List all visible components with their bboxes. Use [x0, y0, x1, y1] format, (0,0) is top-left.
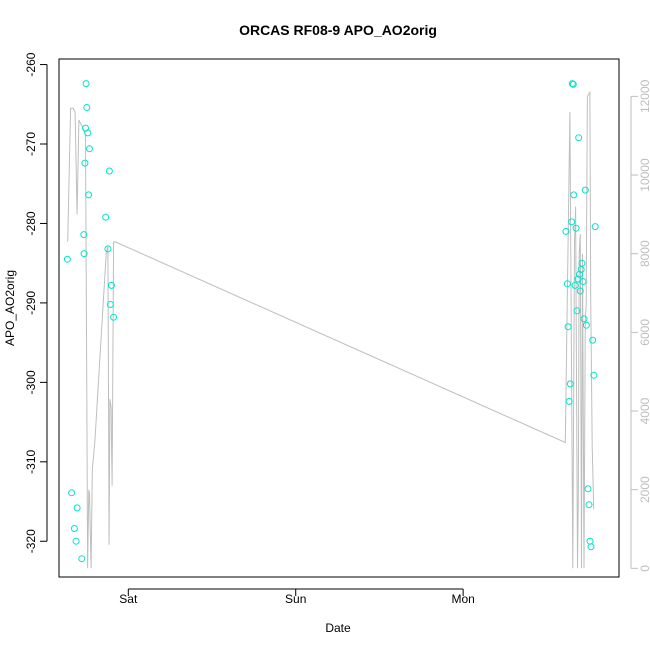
data-point — [569, 80, 577, 88]
data-point — [83, 104, 91, 111]
data-point — [591, 223, 599, 231]
y-axis-right: 0 2000 4000 6000 8000 10000 12000 — [630, 79, 650, 572]
x-tick-label: Mon — [451, 592, 474, 606]
data-point — [579, 278, 587, 285]
y-tick-label-right: 0 — [638, 565, 650, 572]
data-point — [573, 307, 581, 315]
data-point — [82, 80, 90, 88]
y-tick-label-left: -260 — [24, 52, 38, 76]
data-point — [576, 270, 583, 278]
data-point — [63, 255, 71, 263]
data-point — [78, 555, 86, 563]
data-point — [581, 186, 589, 194]
x-tick-label: Sun — [285, 592, 306, 606]
data-point — [81, 159, 89, 167]
x-tick-label: Sat — [119, 592, 138, 606]
data-point — [585, 501, 593, 509]
data-point — [580, 315, 588, 323]
y-tick-label-right: 6000 — [638, 319, 650, 346]
data-point — [85, 191, 93, 199]
y-axis-left: -260 -270 -280 -290 -300 -310 -320 — [24, 52, 48, 553]
data-point — [84, 129, 92, 137]
data-point — [104, 245, 112, 253]
data-point — [584, 485, 592, 493]
data-point — [565, 397, 573, 405]
data-point — [107, 281, 115, 289]
data-point — [575, 134, 583, 142]
data-point — [73, 504, 81, 512]
y-tick-label-left: -280 — [24, 211, 38, 235]
data-point — [570, 191, 578, 199]
data-point — [587, 543, 595, 551]
y-axis-label: APO_AO2orig — [3, 270, 17, 346]
y-tick-label-right: 10000 — [638, 158, 650, 192]
data-point — [106, 301, 114, 308]
data-point — [582, 321, 590, 329]
y-tick-label-left: -310 — [24, 449, 38, 473]
data-point — [72, 537, 80, 545]
y-tick-label-left: -290 — [24, 291, 38, 315]
point-series — [63, 80, 599, 563]
y-tick-label-left: -320 — [24, 529, 38, 553]
data-point — [568, 218, 576, 226]
chart-title: ORCAS RF08-9 APO_AO2orig — [239, 22, 437, 38]
y-tick-label-right: 2000 — [638, 476, 650, 503]
x-axis-label: Date — [325, 621, 351, 635]
data-point — [566, 380, 574, 388]
data-point — [568, 80, 576, 88]
data-point — [571, 281, 579, 289]
data-point — [86, 145, 93, 153]
data-point — [578, 259, 586, 267]
data-point — [80, 231, 88, 239]
data-point — [68, 489, 76, 497]
y-tick-label-right: 8000 — [638, 240, 650, 267]
data-point — [564, 323, 572, 331]
data-point — [102, 213, 110, 221]
y-tick-label-right: 12000 — [638, 79, 650, 113]
data-point — [105, 167, 113, 175]
data-point — [562, 227, 570, 235]
x-axis: Sat Sun Mon — [119, 588, 475, 606]
data-point — [80, 250, 88, 258]
data-point — [110, 313, 118, 321]
y-tick-label-right: 4000 — [638, 397, 650, 424]
plot-frame — [58, 58, 620, 578]
y-tick-label-left: -300 — [24, 370, 38, 394]
data-point — [70, 525, 78, 532]
y-tick-label-left: -270 — [24, 132, 38, 156]
data-point — [563, 280, 571, 288]
data-point — [590, 371, 598, 379]
data-point — [572, 224, 580, 232]
data-point — [589, 336, 597, 344]
data-point — [576, 287, 584, 295]
